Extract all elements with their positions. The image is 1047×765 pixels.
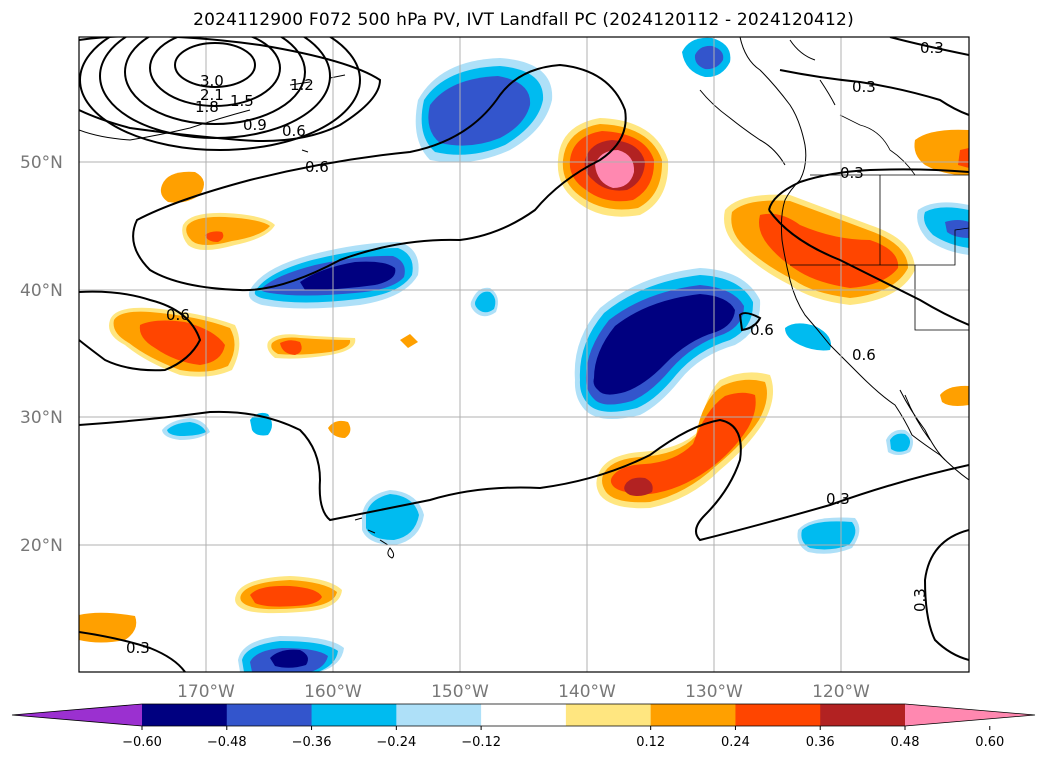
colorbar-extend-low: [12, 704, 142, 726]
pv-contours: [79, 37, 969, 672]
map-frame: [78, 36, 970, 673]
colorbar-tick-label: 0.36: [806, 735, 835, 750]
colorbar-segment: [142, 704, 228, 726]
contour-label: 0.6: [166, 306, 190, 324]
contour-label: 0.9: [243, 116, 267, 134]
colorbar-segment: [396, 704, 482, 726]
contour-label: 1.8: [195, 98, 219, 116]
contour-label: 3.0: [200, 72, 224, 90]
colorbar-tick-label: −0.12: [461, 735, 501, 750]
colorbar-tick-label: 0.12: [636, 735, 665, 750]
contour-label: 0.3: [920, 39, 944, 57]
contour-label: 0.3: [826, 490, 850, 508]
map-content: 3.0 2.1 1.8 1.5 1.2 0.9 0.6 0.6 0.6 0.6 …: [79, 37, 969, 672]
colorbar-tick-label: −0.48: [207, 735, 247, 750]
colorbar-tick-label: −0.24: [376, 735, 416, 750]
lon-label-140w: 140°W: [558, 682, 616, 702]
lat-label-30n: 30°N: [20, 408, 63, 428]
lon-label-120w: 120°W: [812, 682, 870, 702]
lon-label-170w: 170°W: [177, 682, 235, 702]
colorbar-segment: [481, 704, 567, 726]
contour-label: 0.3: [840, 164, 864, 182]
colorbar-tick-label: 0.48: [891, 735, 920, 750]
gridlines: [79, 37, 969, 672]
contour-label: 0.3: [126, 639, 150, 657]
colorbar-segment: [735, 704, 821, 726]
lon-label-160w: 160°W: [304, 682, 362, 702]
colorbar-tick-label: −0.60: [122, 735, 162, 750]
colorbar-extend-high: [905, 704, 1035, 726]
latitude-labels: 50°N 40°N 30°N 20°N: [20, 153, 63, 556]
contour-label: 0.3: [911, 588, 929, 612]
contour-label: 1.2: [290, 76, 314, 94]
colorbar-segment: [565, 704, 652, 726]
contour-label: 0.3: [852, 78, 876, 96]
colorbar-segment: [226, 704, 313, 726]
colorbar: −0.60 −0.48 −0.36 −0.24 −0.12 0.12 0.24 0.36 0.4…: [11, 703, 1036, 750]
contour-label: 2.1: [200, 86, 224, 104]
contour-label: 0.6: [282, 122, 306, 140]
contour-label: 0.6: [750, 321, 774, 339]
lat-label-40n: 40°N: [20, 281, 63, 301]
contour-label: 1.5: [230, 92, 254, 110]
anomaly-fill-layer: [79, 37, 969, 672]
colorbar-tick-label: 0.60: [975, 735, 1004, 750]
lon-label-150w: 150°W: [431, 682, 489, 702]
colorbar-tick-label: 0.24: [721, 735, 750, 750]
colorbar-segment: [650, 704, 736, 726]
colorbar-segment: [820, 704, 906, 726]
contour-label: 0.6: [305, 158, 329, 176]
lat-label-50n: 50°N: [20, 153, 63, 173]
lat-label-20n: 20°N: [20, 536, 63, 556]
map-title: 2024112900 F072 500 hPa PV, IVT Landfall…: [193, 10, 854, 30]
lon-label-130w: 130°W: [685, 682, 743, 702]
contour-label-group: 3.0 2.1 1.8 1.5 1.2 0.9 0.6 0.6 0.6 0.6 …: [126, 39, 944, 657]
colorbar-segment: [311, 704, 397, 726]
colorbar-tick-label: −0.36: [292, 735, 332, 750]
longitude-labels: 170°W 160°W 150°W 140°W 130°W 120°W: [177, 682, 870, 702]
contour-label: 0.6: [852, 346, 876, 364]
